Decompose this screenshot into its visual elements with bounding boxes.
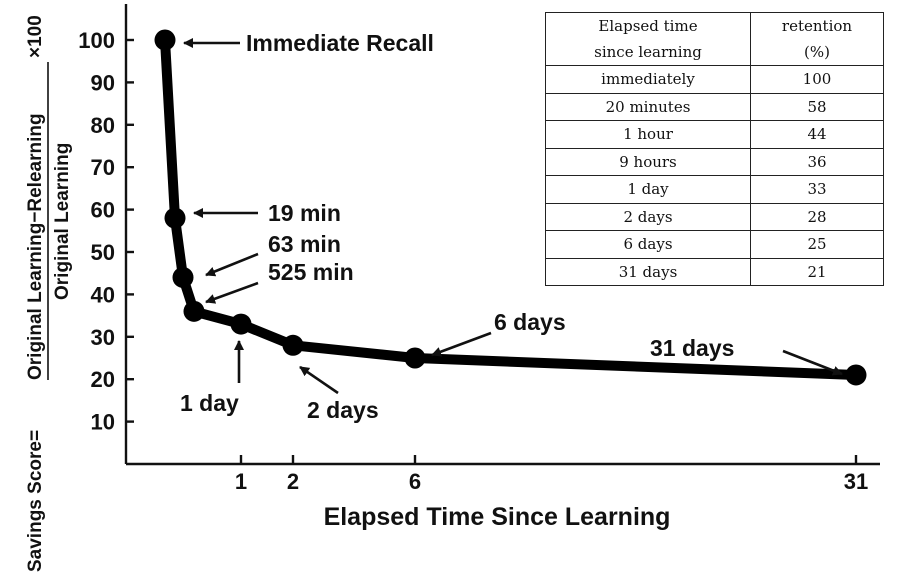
annotation-label: 63 min [268,231,341,257]
table-cell-retention: 36 [750,147,884,176]
data-point [164,207,186,229]
annotation-label: 19 min [268,200,341,226]
data-point [282,334,304,356]
x-tick-label: 6 [409,469,421,494]
table-row: 2 days 28 [545,202,884,231]
x-axis-title: Elapsed Time Since Learning [324,503,671,531]
y-tick-label: 80 [91,113,115,138]
table-row: 1 day 33 [545,175,884,204]
data-point [230,313,252,335]
annotation-label: Immediate Recall [246,30,434,56]
annotation-label: 2 days [307,397,379,423]
table-cell-time: 1 hour [545,120,751,149]
y-axis-label: Savings Score= Original Learning−Relearn… [25,15,73,572]
table-row: 20 minutes 58 [545,92,884,121]
retention-table: Elapsed time since learning retention (%) … [545,12,884,286]
table-row: immediately 100 [545,65,884,94]
y-label-numerator: Original Learning−Relearning [25,113,46,380]
table-cell-time: 2 days [545,202,751,231]
data-point [183,300,205,322]
annotation-arrow [431,331,492,357]
table-cell-retention: 28 [750,202,884,231]
table-cell-retention: 25 [750,230,884,259]
annotation-arrow [782,349,843,376]
x-tick-label: 2 [287,469,299,494]
table-cell-time: 1 day [545,175,751,204]
table-header-row: Elapsed time since learning retention (%) [545,12,884,66]
y-tick-label: 90 [91,70,115,95]
annotation-label: 525 min [268,259,354,285]
table-cell-time: 6 days [545,230,751,259]
data-point [404,347,426,369]
table-cell-retention: 58 [750,92,884,121]
table-cell-retention: 21 [750,257,884,286]
annotation-label: 31 days [650,335,734,361]
table-cell-retention: 33 [750,175,884,204]
table-header-retention: retention (%) [750,12,884,66]
y-tick-label: 30 [91,325,115,350]
table-cell-time: immediately [545,65,751,94]
y-tick-label: 40 [91,282,115,307]
table-cell-retention: 44 [750,120,884,149]
data-point [172,266,194,288]
y-tick-label: 20 [91,367,115,392]
y-tick-label: 70 [91,155,115,180]
data-point [845,364,867,386]
y-tick-label: 100 [78,28,115,53]
table-header-elapsed-time: Elapsed time since learning [545,12,751,66]
annotation-arrow [299,365,339,395]
annotation-label: 1 day [180,390,239,416]
annotation-label: 6 days [494,309,566,335]
table-cell-time: 9 hours [545,147,751,176]
x-tick-label: 1 [235,469,247,494]
table-row: 9 hours 36 [545,147,884,176]
annotation-arrow [205,281,259,304]
table-cell-retention: 100 [750,65,884,94]
y-tick-label: 10 [91,410,115,435]
y-label-prefix: Savings Score= [25,430,46,572]
table-cell-time: 20 minutes [545,92,751,121]
y-tick-label: 60 [91,198,115,223]
data-point [154,29,176,51]
annotation-arrow [205,252,259,277]
y-label-multiplier: ×100 [25,15,46,58]
table-row: 6 days 25 [545,230,884,259]
x-tick-label: 31 [844,469,868,494]
y-tick-label: 50 [91,240,115,265]
table-row: 31 days 21 [545,257,884,286]
table-row: 1 hour 44 [545,120,884,149]
table-cell-time: 31 days [545,257,751,286]
y-label-denominator: Original Learning [52,143,73,300]
